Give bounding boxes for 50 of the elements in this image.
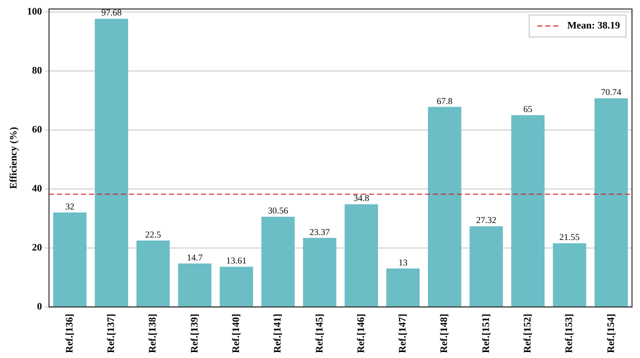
data-label: 32: [65, 201, 74, 212]
bar: [303, 238, 336, 306]
y-tick-label: 80: [32, 66, 42, 77]
data-label: 30.56: [268, 206, 289, 216]
data-label: 23.37: [310, 226, 330, 237]
bar: [552, 243, 586, 306]
y-tick-label: 100: [27, 6, 42, 18]
x-tick-label: Ref.[152]: [522, 314, 534, 354]
y-tick-label: 40: [32, 183, 42, 194]
data-label: 70.74: [601, 87, 622, 98]
bar: [344, 204, 378, 306]
data-label: 13.61: [226, 256, 247, 266]
data-label: 21.55: [559, 232, 580, 242]
x-tick-label: Ref.[141]: [272, 314, 284, 354]
x-tick-label: Ref.[139]: [189, 314, 200, 354]
data-label: 14.7: [186, 252, 204, 262]
bar: [428, 106, 462, 306]
bar: [136, 240, 170, 306]
bar: [178, 264, 212, 306]
bar: [261, 216, 295, 306]
x-tick-label: Ref.[146]: [356, 314, 367, 354]
x-tick-label: Ref.[154]: [606, 314, 617, 354]
data-label: 13: [398, 257, 408, 268]
bar: [94, 18, 128, 306]
legend-label: Mean: 38.19: [567, 20, 620, 32]
y-tick-label: 0: [37, 301, 42, 312]
x-tick-label: Ref.[147]: [398, 314, 409, 354]
data-label: 27.32: [476, 215, 496, 226]
y-axis-title: Efficiency (%): [8, 126, 20, 189]
x-tick-label: Ref.[145]: [314, 314, 326, 354]
bar: [511, 115, 545, 306]
x-tick-label: Ref.[148]: [439, 314, 450, 354]
x-tick-label: Ref.[137]: [106, 314, 118, 354]
x-tick-label: Ref.[140]: [230, 314, 242, 354]
bar: [594, 98, 628, 306]
x-tick-label: Ref.[136]: [64, 314, 76, 354]
x-tick-label: Ref.[138]: [148, 314, 159, 354]
y-tick-label: 20: [32, 242, 42, 254]
x-tick-label: Ref.[153]: [564, 314, 576, 354]
data-label: 97.68: [101, 8, 122, 18]
y-tick-label: 60: [32, 124, 42, 136]
data-label: 22.5: [145, 229, 162, 240]
data-label: 65: [523, 104, 533, 114]
x-tick-label: Ref.[151]: [480, 314, 492, 354]
bar: [386, 268, 420, 306]
data-label: 67.8: [436, 96, 453, 106]
bar: [470, 226, 503, 306]
bar: [220, 266, 254, 306]
data-label: 34.8: [353, 193, 370, 204]
bar: [53, 212, 86, 306]
